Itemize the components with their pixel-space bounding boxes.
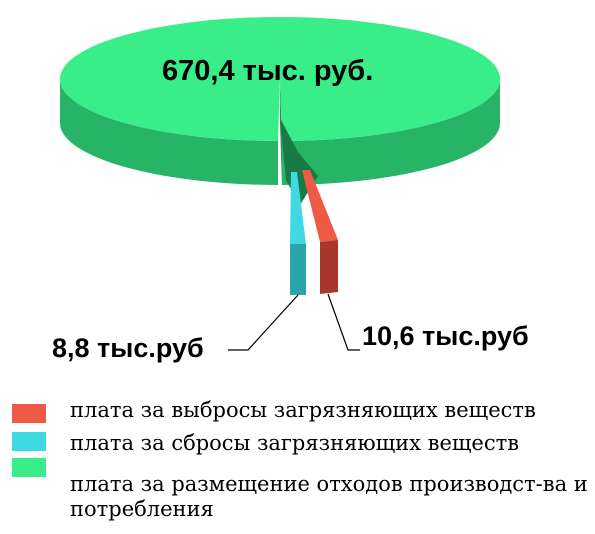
data-label-discharge: 8,8 тыс.руб bbox=[52, 333, 204, 363]
legend-swatch-emissions bbox=[12, 404, 46, 423]
pie-slice-emissions bbox=[302, 170, 338, 294]
chart-legend: плата за выбросы загрязняющих веществ пл… bbox=[12, 398, 592, 522]
data-label-emissions: 10,6 тыс.руб bbox=[362, 321, 529, 351]
pie-slice-discharge bbox=[290, 172, 306, 295]
pie-slice-waste-side bbox=[60, 80, 278, 185]
pie-slice-discharge-top bbox=[290, 172, 306, 244]
pie-slice-discharge-side bbox=[290, 244, 306, 295]
pie-slice-waste-cut-face bbox=[280, 80, 282, 185]
leader-line-discharge bbox=[228, 294, 299, 351]
pie-slice-emissions-side bbox=[320, 240, 338, 294]
pie-slice-waste bbox=[60, 17, 501, 185]
pie-chart: 670,4 тыс. руб. 8,8 тыс.руб 10,6 тыс.руб bbox=[52, 17, 529, 363]
leader-line-emissions bbox=[327, 293, 360, 351]
legend-swatch-discharge bbox=[12, 432, 46, 451]
pie-slice-emissions-top bbox=[302, 170, 338, 242]
legend-label-discharge: плата за сбросы загрязняющих веществ bbox=[70, 431, 520, 455]
legend-label-waste: плата за размещение отходов производст-в… bbox=[70, 472, 588, 521]
legend-item-waste: плата за размещение отходов производст-в… bbox=[12, 458, 592, 522]
pie-slice-waste-top bbox=[60, 17, 501, 141]
pie-slice-waste-side-right bbox=[282, 80, 500, 185]
legend-label-emissions: плата за выбросы загрязняющих веществ bbox=[70, 398, 536, 422]
data-label-waste: 670,4 тыс. руб. bbox=[162, 55, 373, 87]
legend-swatch-waste bbox=[12, 458, 46, 477]
legend-item-emissions: плата за выбросы загрязняющих веществ bbox=[12, 398, 592, 423]
legend-item-discharge: плата за сбросы загрязняющих веществ bbox=[12, 431, 592, 456]
